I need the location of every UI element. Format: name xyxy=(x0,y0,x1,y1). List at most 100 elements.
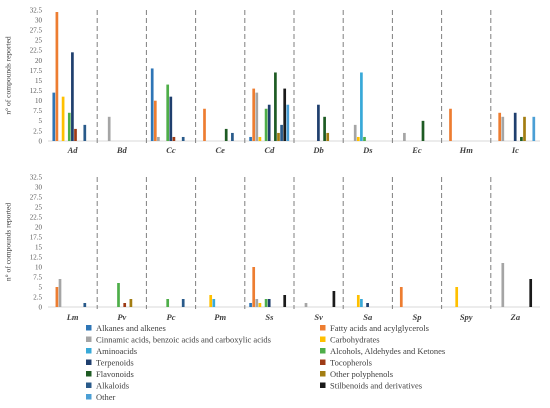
bar xyxy=(286,104,290,141)
category-label: Pm xyxy=(214,312,226,322)
bar xyxy=(363,136,366,141)
category-label: Za xyxy=(510,312,521,322)
bar xyxy=(123,303,127,307)
legend-label: Flavonoids xyxy=(96,369,134,379)
bar xyxy=(449,108,452,141)
y-tick-label: 5 xyxy=(39,117,43,125)
y-tick-label: 32.5 xyxy=(30,6,43,14)
category-label: Ic xyxy=(511,145,519,155)
bar xyxy=(150,68,154,141)
bar xyxy=(317,104,320,141)
y-tick-label: 5 xyxy=(39,283,43,291)
bar xyxy=(55,12,59,142)
bar xyxy=(169,96,173,141)
y-tick-label: 32.5 xyxy=(30,173,43,181)
y-tick-label: 12.5 xyxy=(30,253,43,261)
y-tick-label: 7.5 xyxy=(33,107,42,115)
bar xyxy=(277,132,280,141)
bar xyxy=(520,136,523,141)
bar xyxy=(231,132,234,141)
bar xyxy=(258,303,262,307)
bar xyxy=(83,303,87,307)
legend-label: Alcohols, Aldehydes and Ketones xyxy=(330,346,445,356)
bar xyxy=(267,299,271,307)
bar xyxy=(523,116,526,141)
bar xyxy=(212,299,216,307)
bar xyxy=(181,299,185,307)
legend-label: Other polyphenols xyxy=(330,369,393,379)
y-tick-label: 10 xyxy=(35,263,43,271)
bar xyxy=(172,136,176,141)
bar xyxy=(513,112,517,141)
bar xyxy=(252,267,256,307)
legend-label: Cinnamic acids, benzoic acids and carbox… xyxy=(96,335,271,345)
bar xyxy=(283,295,287,307)
legend-label: Aminoacids xyxy=(96,346,137,356)
bar xyxy=(224,128,228,141)
y-tick-label: 2.5 xyxy=(33,127,42,135)
y-tick-label: 17.5 xyxy=(30,233,43,241)
legend-swatch xyxy=(320,348,326,354)
category-label: Sp xyxy=(413,312,422,322)
y-tick-label: 15 xyxy=(35,77,43,85)
category-label: Ss xyxy=(265,312,274,322)
bar xyxy=(107,116,111,141)
bar xyxy=(117,283,120,307)
bar xyxy=(203,108,206,141)
bar xyxy=(71,52,74,142)
legend-swatch xyxy=(320,325,326,331)
y-tick-label: 27.5 xyxy=(30,27,43,35)
bar xyxy=(249,303,252,307)
legend-swatch xyxy=(86,348,92,354)
bar xyxy=(360,72,363,141)
bar xyxy=(501,116,505,141)
legend-swatch xyxy=(320,371,326,377)
category-label: Lm xyxy=(66,312,79,322)
bar xyxy=(421,120,425,141)
category-label: Ds xyxy=(362,145,373,155)
bar xyxy=(258,136,262,141)
category-label: Spy xyxy=(460,312,473,322)
y-tick-label: 22.5 xyxy=(30,213,43,221)
category-label: Hm xyxy=(459,145,474,155)
bar xyxy=(264,108,268,141)
y-tick-label: 30 xyxy=(35,183,43,191)
category-label: Sa xyxy=(363,312,373,322)
y-tick-label: 2.5 xyxy=(33,293,42,301)
y-tick-label: 20 xyxy=(35,223,43,231)
legend-swatch xyxy=(86,371,92,377)
bar xyxy=(252,88,256,141)
bar xyxy=(326,132,330,141)
y-tick-label: 25 xyxy=(35,203,43,211)
legend-swatch xyxy=(86,325,92,331)
category-label: Pv xyxy=(117,312,126,322)
bar xyxy=(274,72,277,141)
bar xyxy=(52,92,56,141)
y-tick-label: 25 xyxy=(35,37,43,45)
y-tick-label: 0 xyxy=(39,303,43,311)
legend-swatch xyxy=(320,359,326,365)
legend-swatch xyxy=(320,382,326,388)
bar xyxy=(532,116,536,141)
category-label: Sv xyxy=(314,312,323,322)
category-label: Ad xyxy=(67,145,79,155)
bar xyxy=(399,287,403,307)
bar xyxy=(323,116,326,141)
bar xyxy=(58,279,62,307)
y-axis-label: n° of compounds reported xyxy=(4,36,13,114)
bar xyxy=(353,124,357,141)
y-tick-label: 27.5 xyxy=(30,193,43,201)
bar xyxy=(267,104,271,141)
legend-label: Alkaloids xyxy=(96,381,129,391)
y-tick-label: 20 xyxy=(35,57,43,65)
category-label: Ec xyxy=(411,145,422,155)
legend-label: Stilbenoids and derivatives xyxy=(330,381,422,391)
bar xyxy=(255,92,259,141)
bar xyxy=(529,279,533,307)
y-tick-label: 22.5 xyxy=(30,47,43,55)
category-label: Db xyxy=(312,145,323,155)
legend-label: Fatty acids and acylglycerols xyxy=(330,323,429,333)
category-label: Pc xyxy=(167,312,176,322)
bar xyxy=(403,132,406,141)
